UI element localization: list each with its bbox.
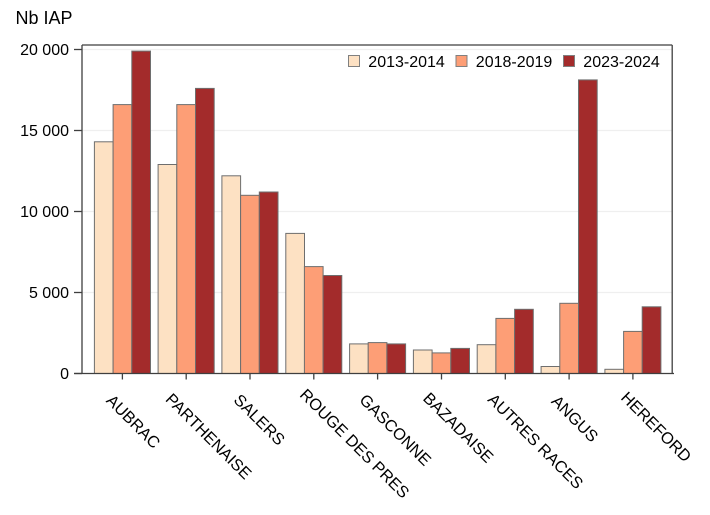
svg-text:2013-2014: 2013-2014 xyxy=(368,54,445,71)
svg-text:10 000: 10 000 xyxy=(20,204,69,221)
svg-text:0: 0 xyxy=(60,366,69,383)
svg-text:2018-2019: 2018-2019 xyxy=(476,54,553,71)
svg-text:15 000: 15 000 xyxy=(20,123,69,140)
svg-text:Nb IAP: Nb IAP xyxy=(16,8,73,28)
svg-text:5 000: 5 000 xyxy=(29,285,69,302)
svg-text:2023-2024: 2023-2024 xyxy=(583,54,660,71)
svg-text:20 000: 20 000 xyxy=(20,42,69,59)
